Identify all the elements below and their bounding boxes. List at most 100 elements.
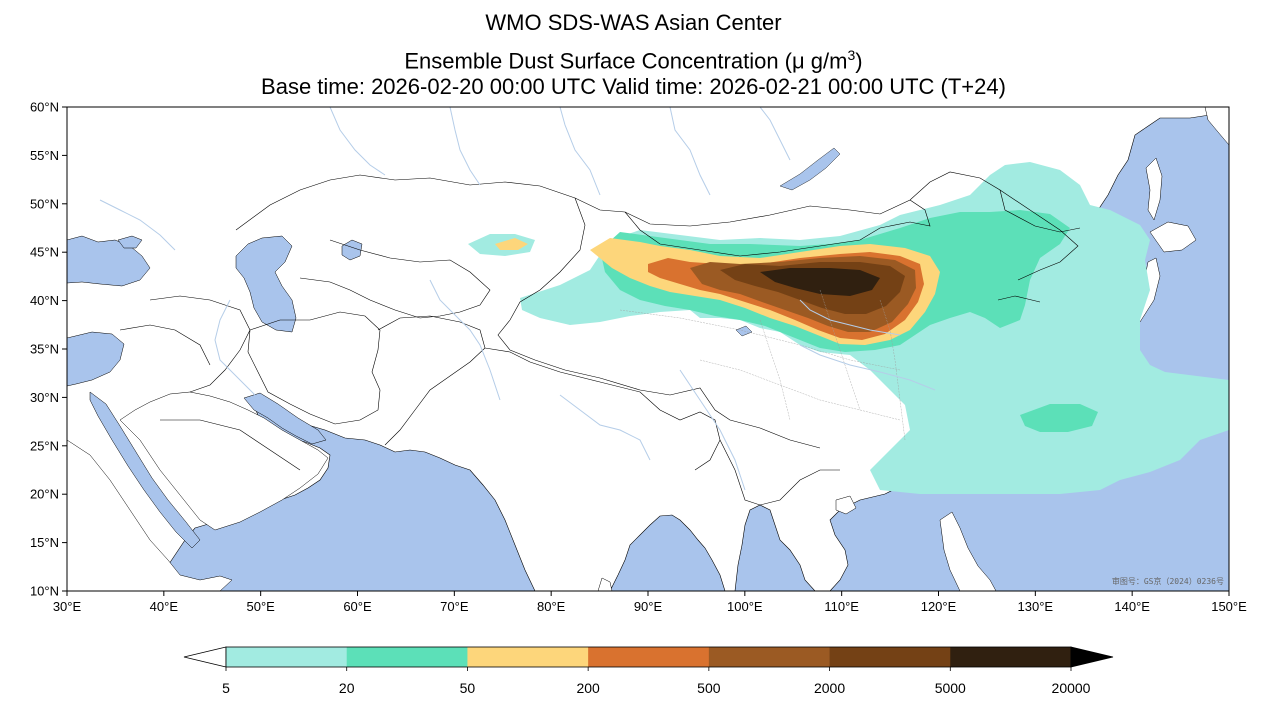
border-kz-ru	[235, 171, 1081, 233]
red-sea	[89, 391, 201, 549]
lat-tick-label: 20°N	[30, 487, 59, 502]
lat-tick-label: 30°N	[30, 390, 59, 405]
colorbar-over-extension	[1070, 646, 1114, 668]
lat-tick-label: 15°N	[30, 535, 59, 550]
country-borders	[119, 171, 1081, 506]
lon-tick-label: 30°E	[53, 599, 82, 614]
lon-tick-label: 50°E	[246, 599, 275, 614]
colorbar-tick-label: 20000	[1052, 680, 1091, 696]
lon-tick-label: 40°E	[150, 599, 179, 614]
colorbar-swatch-500-2000	[708, 647, 831, 667]
river	[449, 107, 481, 186]
chart-subtitle: Ensemble Dust Surface Concentration (μ g…	[0, 41, 1267, 75]
latitude-axis: 60°N 55°N 50°N 45°N 40°N 35°N 30°N 25°N 20°N 15°N…	[30, 100, 67, 599]
lon-tick-label: 140°E	[1114, 599, 1150, 614]
province-line	[879, 299, 906, 441]
chart-title: WMO SDS-WAS Asian Center	[485, 10, 782, 35]
river	[759, 107, 791, 161]
river	[559, 107, 601, 196]
colorbar-tick-label: 5	[222, 680, 230, 696]
dust-concentration-field	[468, 162, 1229, 494]
colorbar-under-extension	[183, 646, 227, 668]
lake-baikal	[779, 147, 841, 191]
colorbar-tick-label: 20	[339, 680, 355, 696]
persian-gulf	[243, 392, 327, 445]
aral-sea	[341, 239, 363, 261]
sea-of-azov	[117, 235, 143, 249]
colorbar-swatch-20-50	[346, 647, 468, 667]
subtitle-suffix: )	[855, 48, 863, 74]
time-line: Base time: 2026-02-20 00:00 UTC Valid ti…	[261, 74, 1006, 99]
caspian-sea	[235, 235, 297, 333]
dust-level-50-200-kz	[495, 238, 528, 250]
border-turkey-iraq	[149, 295, 251, 393]
japan-hokkaido	[1149, 221, 1197, 253]
colorbar-swatch-5000-20000	[950, 647, 1072, 667]
river	[559, 394, 651, 461]
lat-tick-label: 55°N	[30, 148, 59, 163]
colorbar-swatch-5-20	[226, 647, 348, 667]
lon-tick-label: 120°E	[921, 599, 957, 614]
lon-tick-label: 110°E	[824, 599, 859, 614]
lat-tick-label: 50°N	[30, 196, 59, 211]
lat-tick-label: 45°N	[30, 245, 59, 260]
philippines	[939, 511, 997, 591]
colorbar: 5 20 50 200 500 2000 5000 20000	[183, 646, 1114, 696]
river	[429, 279, 501, 401]
lon-tick-label: 100°E	[727, 599, 763, 614]
lat-tick-label: 10°N	[30, 584, 59, 599]
river	[99, 199, 176, 251]
hainan	[835, 495, 857, 515]
colorbar-swatch-2000-5000	[829, 647, 951, 667]
colorbar-tick-label: 5000	[935, 680, 966, 696]
colorbar-outline	[225, 646, 1072, 668]
lon-tick-label: 80°E	[537, 599, 566, 614]
river	[679, 369, 746, 491]
rivers	[99, 107, 936, 491]
province-line	[819, 289, 861, 411]
black-sea	[67, 235, 151, 287]
dust-level-20-50-sea	[1020, 404, 1098, 432]
africa-horn	[67, 439, 233, 591]
border-se-asia	[719, 439, 840, 506]
colorbar-tick-label: 50	[460, 680, 476, 696]
province-line	[699, 359, 901, 421]
border-china-west	[497, 197, 821, 449]
border-syria	[119, 324, 211, 366]
river	[214, 299, 256, 396]
qinghai-lake	[735, 325, 753, 337]
lon-tick-label: 70°E	[440, 599, 469, 614]
border-iran	[247, 311, 381, 425]
river	[669, 107, 711, 196]
subtitle-unit-exponent: 3	[847, 47, 856, 63]
lon-tick-label: 130°E	[1018, 599, 1054, 614]
kamchatka-edge	[1204, 107, 1229, 146]
province-line	[759, 319, 791, 421]
lon-tick-label: 150°E	[1211, 599, 1247, 614]
lon-tick-label: 90°E	[634, 599, 663, 614]
border-korea	[997, 295, 1041, 303]
longitude-axis: 30°E 40°E 50°E 60°E 70°E 80°E 90°E 100°E 110°E 12…	[53, 591, 1247, 614]
border-arabia-internal	[160, 419, 301, 471]
colorbar-tick-label: 2000	[814, 680, 845, 696]
colorbar-tick-label: 200	[576, 680, 600, 696]
subtitle-prefix: Ensemble Dust Surface Concentration (	[404, 48, 793, 74]
river	[329, 107, 386, 176]
province-line	[619, 309, 901, 371]
border-china-russia-ne	[999, 189, 1079, 281]
border-mongolia-china	[624, 199, 931, 257]
map-area: 审图号：GS京（2024）0236号	[67, 107, 1229, 591]
river	[799, 344, 936, 391]
river	[799, 299, 901, 336]
lat-tick-label: 25°N	[30, 438, 59, 453]
province-borders	[619, 289, 906, 441]
colorbar-swatch-200-500	[588, 647, 710, 667]
lat-tick-label: 60°N	[30, 100, 59, 115]
arabian-peninsula	[119, 391, 329, 531]
sri-lanka	[597, 577, 613, 591]
map-approval-watermark: 审图号：GS京（2024）0236号	[1112, 576, 1224, 586]
dust-level-5000-20000	[760, 268, 880, 296]
lon-tick-label: 60°E	[343, 599, 372, 614]
sakhalin	[1145, 157, 1163, 221]
lat-tick-label: 40°N	[30, 293, 59, 308]
